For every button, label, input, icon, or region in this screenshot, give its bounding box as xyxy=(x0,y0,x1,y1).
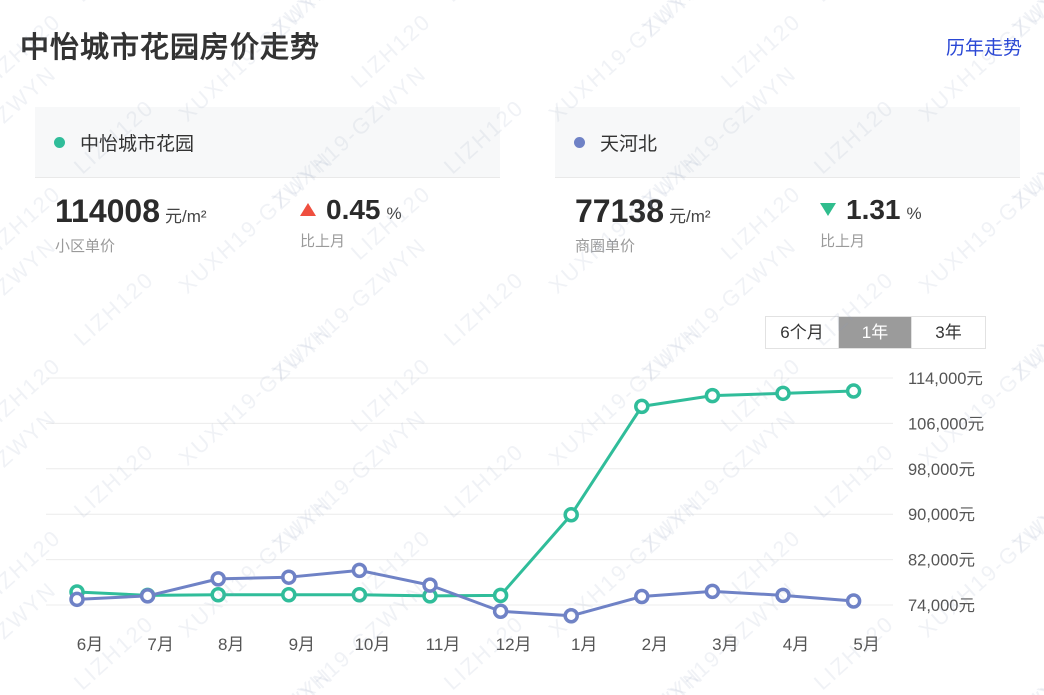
data-point-2-4月[interactable] xyxy=(775,587,791,604)
community-price-unit: 元/m² xyxy=(165,207,207,226)
data-point-2-9月[interactable] xyxy=(281,569,297,585)
header: 中怡城市花园房价走势 历年走势 xyxy=(0,0,1044,96)
panel-district-body: 77138 元/m² 商圈单价 1.31 % 比上月 xyxy=(555,178,1020,256)
community-change-unit: % xyxy=(386,204,402,223)
trend-line-2 xyxy=(75,568,856,618)
panel-community-body: 114008 元/m² 小区单价 0.45 % 比上月 xyxy=(35,178,500,256)
community-price-label: 小区单价 xyxy=(55,237,116,255)
x-axis-label: 2月 xyxy=(642,635,668,654)
range-tabs: 6个月 1年 3年 xyxy=(765,316,986,349)
data-point-2-1月[interactable] xyxy=(563,608,579,624)
data-point-1-1月[interactable] xyxy=(563,507,579,523)
data-point-1-9月[interactable] xyxy=(281,587,297,603)
x-axis-label: 3月 xyxy=(712,635,738,654)
y-axis-label: 74,000元 xyxy=(908,597,975,615)
data-point-2-10月[interactable] xyxy=(351,562,368,579)
panel-community-header: 中怡城市花园 xyxy=(35,107,500,178)
district-change-unit: % xyxy=(906,204,922,223)
district-change-label: 比上月 xyxy=(820,233,866,251)
data-point-2-5月[interactable] xyxy=(845,593,862,609)
data-point-2-11月[interactable] xyxy=(422,577,438,593)
district-price-label: 商圈单价 xyxy=(575,237,636,255)
data-point-1-8月[interactable] xyxy=(210,587,226,603)
community-price-block: 114008 元/m² 小区单价 xyxy=(55,193,300,256)
community-change-block: 0.45 % 比上月 xyxy=(300,195,402,256)
y-axis-label: 106,000元 xyxy=(908,415,984,433)
data-point-1-10月[interactable] xyxy=(351,587,368,603)
data-point-1-4月[interactable] xyxy=(775,385,791,402)
district-price-unit: 元/m² xyxy=(668,207,711,226)
arrow-down-icon xyxy=(820,203,836,217)
x-axis-label: 5月 xyxy=(853,635,879,654)
district-change-value: 1.31 xyxy=(846,194,901,225)
range-tab-3[interactable]: 3年 xyxy=(912,317,985,348)
district-change-block: 1.31 % 比上月 xyxy=(820,195,922,256)
data-point-2-12月[interactable] xyxy=(492,603,509,619)
arrow-up-icon xyxy=(300,203,316,217)
data-point-1-12月[interactable] xyxy=(492,587,509,604)
data-point-2-3月[interactable] xyxy=(704,583,721,600)
y-axis-label: 82,000元 xyxy=(908,552,975,570)
district-price-block: 77138 元/m² 商圈单价 xyxy=(575,193,820,256)
community-change-value: 0.45 xyxy=(326,194,381,225)
data-point-2-2月[interactable] xyxy=(634,588,650,605)
chart-section: 6个月 1年 3年 74,000元 82,000元 90,000元 98,000元 106,… xyxy=(0,300,1044,695)
data-point-1-3月[interactable] xyxy=(704,387,721,404)
community-price: 114008 xyxy=(55,193,161,229)
legend-dot-community-icon xyxy=(54,136,65,148)
community-change-label: 比上月 xyxy=(300,233,346,251)
historical-trend-link[interactable]: 历年走势 xyxy=(945,38,1022,59)
data-point-1-2月[interactable] xyxy=(634,398,650,415)
district-price: 77138 xyxy=(575,193,664,229)
y-axis-label: 90,000元 xyxy=(908,506,975,524)
y-axis-label: 98,000元 xyxy=(908,461,975,479)
price-trend-chart: 74,000元 82,000元 90,000元 98,000元 106,000元 114,… xyxy=(46,370,984,654)
page-title: 中怡城市花园房价走势 xyxy=(20,32,321,64)
panel-district: 天河北 77138 元/m² 商圈单价 1.31 % 比上月 xyxy=(555,107,1020,256)
range-tab-2[interactable]: 1年 xyxy=(839,317,912,348)
x-axis-label: 11月 xyxy=(426,635,461,654)
x-axis-label: 1月 xyxy=(571,635,597,654)
range-tab-1[interactable]: 6个月 xyxy=(766,317,839,348)
x-axis-label: 9月 xyxy=(289,635,315,654)
x-axis-label: 10月 xyxy=(354,635,390,654)
x-axis-label: 6月 xyxy=(77,635,103,654)
community-name: 中怡城市花园 xyxy=(80,133,195,155)
x-axis-label: 7月 xyxy=(147,635,173,654)
y-axis-label: 114,000元 xyxy=(908,370,983,388)
legend-dot-district-icon xyxy=(574,136,585,148)
data-point-2-8月[interactable] xyxy=(210,571,226,587)
data-point-1-5月[interactable] xyxy=(845,383,862,399)
data-point-2-6月[interactable] xyxy=(69,591,85,608)
x-axis-label: 12月 xyxy=(496,635,532,654)
panel-district-header: 天河北 xyxy=(555,107,1020,178)
district-name: 天河北 xyxy=(600,133,658,155)
x-axis-label: 8月 xyxy=(218,635,244,654)
x-axis-label: 4月 xyxy=(783,635,809,654)
data-point-2-7月[interactable] xyxy=(139,588,156,604)
stat-panels: 中怡城市花园 114008 元/m² 小区单价 0.45 % 比上月 xyxy=(35,107,1020,256)
panel-community: 中怡城市花园 114008 元/m² 小区单价 0.45 % 比上月 xyxy=(35,107,500,256)
trend-line-1 xyxy=(75,389,856,598)
